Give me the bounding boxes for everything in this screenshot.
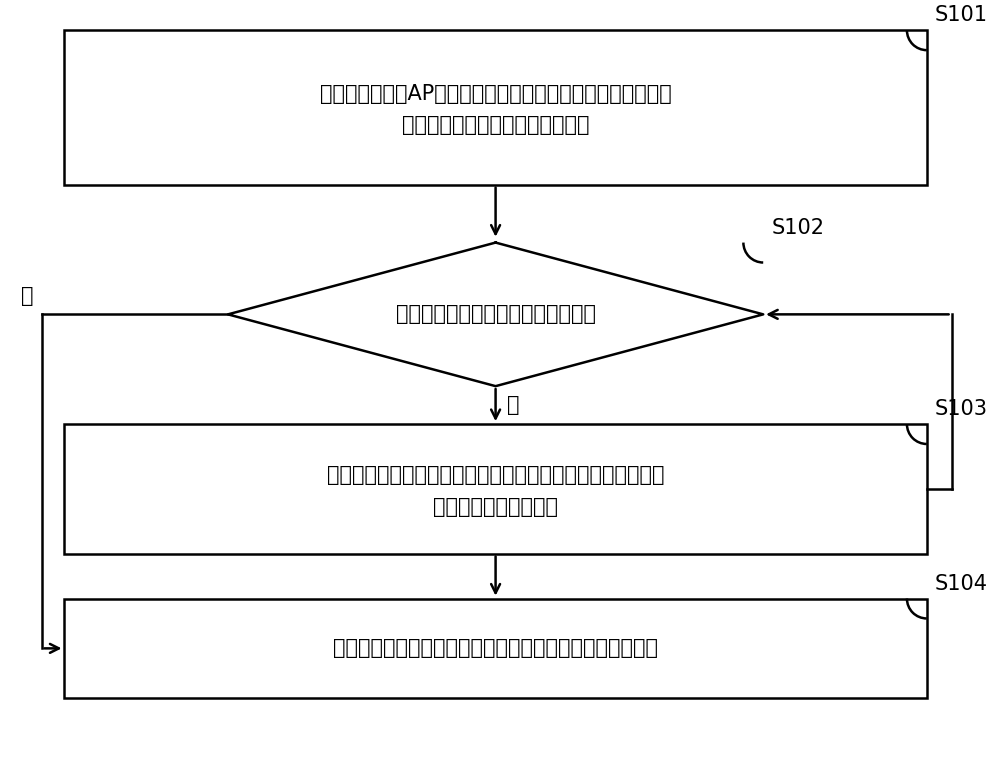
FancyBboxPatch shape <box>64 598 927 698</box>
Text: 通过目标信道接收来自终端设备的网络配置数据，完成配网: 通过目标信道接收来自终端设备的网络配置数据，完成配网 <box>333 638 658 659</box>
FancyBboxPatch shape <box>64 424 927 553</box>
Text: 在配网设备进入AP模式后，为配网设备的无线接入点设置目标: 在配网设备进入AP模式后，为配网设备的无线接入点设置目标 <box>320 83 671 104</box>
Text: S102: S102 <box>771 217 824 237</box>
Text: 将配网设备的无线通信模块使用的当前信道切换为新信道，通: 将配网设备的无线通信模块使用的当前信道切换为新信道，通 <box>327 465 664 485</box>
Text: 是: 是 <box>21 286 34 306</box>
Text: 否: 否 <box>507 395 520 415</box>
FancyBboxPatch shape <box>64 30 927 185</box>
Text: 信道，通过目标信道发送信标信号: 信道，通过目标信道发送信标信号 <box>402 115 589 135</box>
Text: S103: S103 <box>935 399 988 419</box>
Text: S101: S101 <box>935 5 988 26</box>
Text: 检测无线接入点是否被终端设备连接: 检测无线接入点是否被终端设备连接 <box>396 305 596 325</box>
Text: 过新信道发送信标信号: 过新信道发送信标信号 <box>433 497 558 517</box>
Text: S104: S104 <box>935 574 988 594</box>
